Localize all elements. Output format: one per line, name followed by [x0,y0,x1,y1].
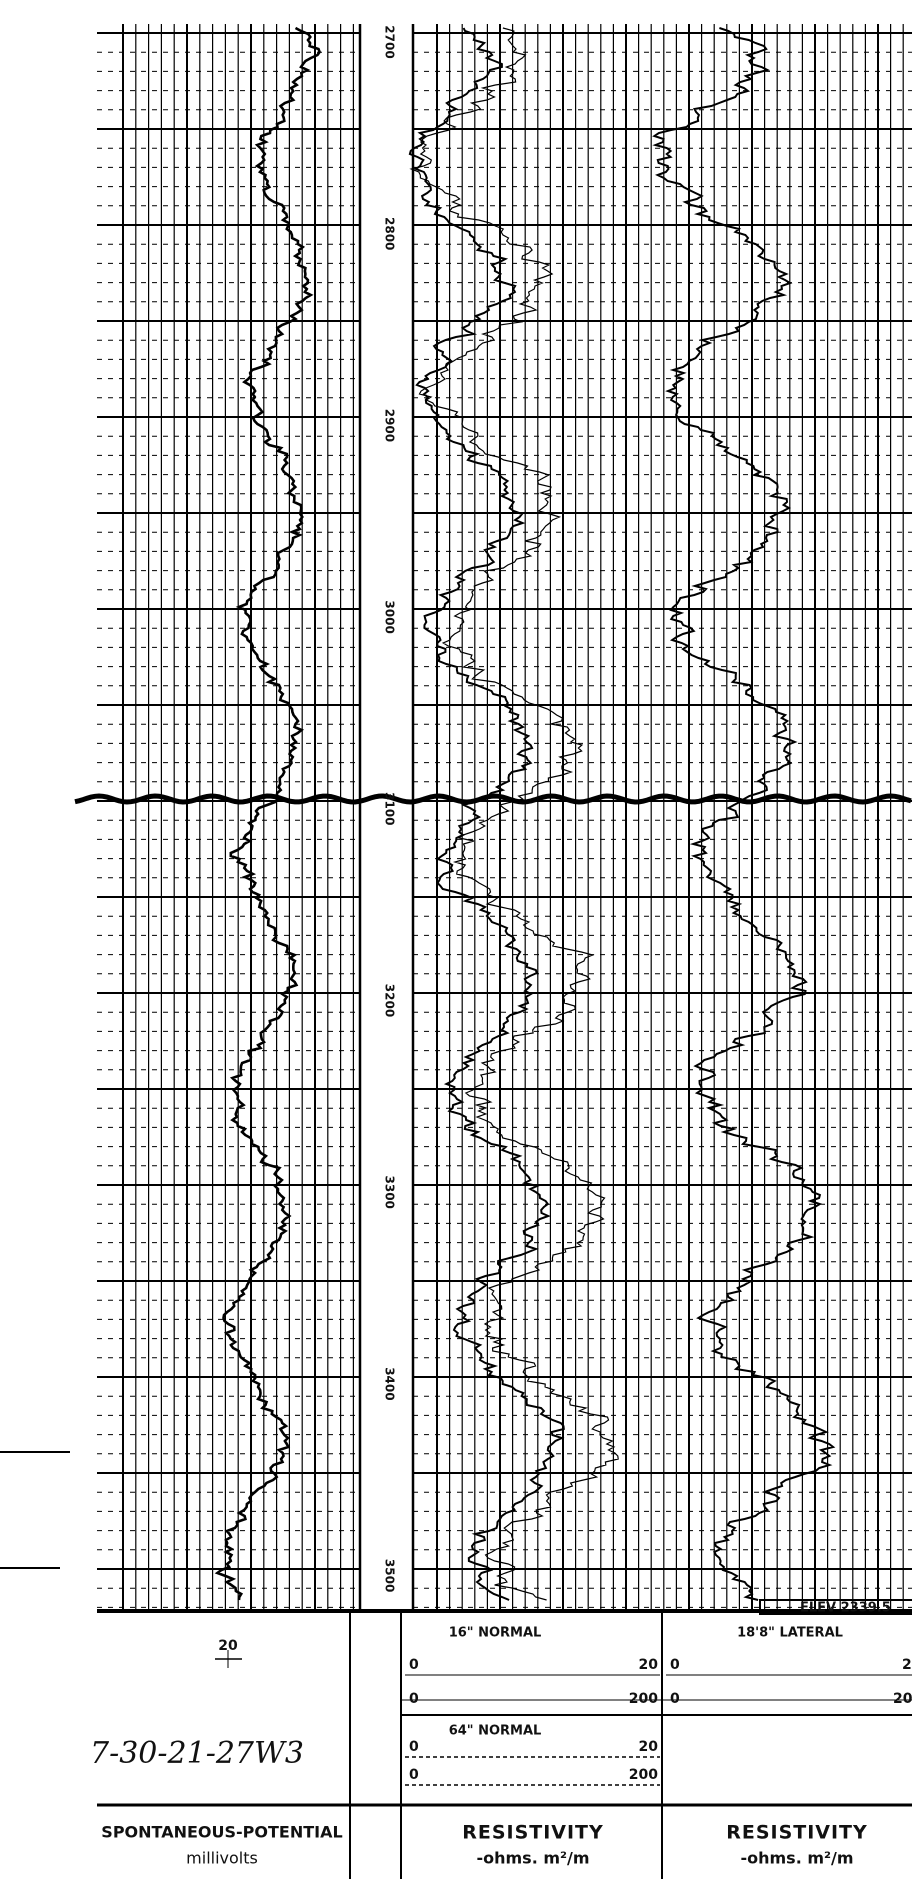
depth-labels: 2700 2800 2900 3000 3100 3200 3300 3400 3500 [383,25,397,1592]
track-title: RESISTIVITY [726,1822,868,1844]
depth-label: 2700 [383,25,397,58]
elevation: ELEV 2339.5 [800,1601,891,1616]
sp-scale: 20 [218,1638,238,1654]
scale-label: 0 [409,1691,419,1707]
log-curve [409,27,619,1601]
scale-label: 20 [639,1657,659,1673]
log-curve [408,27,565,1601]
track-unit: -ohms. m²/m [740,1849,853,1868]
scale-label: 20 [902,1657,912,1673]
depth-label: 3500 [383,1559,397,1592]
track-title: RESISTIVITY [462,1822,604,1844]
depth-label: 2900 [383,409,397,442]
scale-label: 200 [629,1691,658,1707]
depth-label: 3300 [383,1175,397,1208]
depth-label: 3400 [383,1367,397,1400]
depth-label: 3100 [383,792,397,825]
track-title: SPONTANEOUS-POTENTIAL [101,1823,342,1842]
well-id: 7-30-21-27W3 [90,1736,304,1771]
scale-label: 200 [893,1691,912,1707]
curves [214,26,836,1601]
depth-label: 2800 [383,217,397,250]
unconformity-line [74,793,912,805]
grid [97,24,912,1611]
scale-label: 0 [409,1767,419,1783]
scale-label: 0 [409,1657,419,1673]
scale-label: 200 [629,1767,658,1783]
curve-name: 18'8" LATERAL [737,1626,843,1641]
scale-label: 0 [670,1691,680,1707]
footer-frame [0,1451,912,1879]
scale-label: 0 [409,1739,419,1755]
log-curve [214,26,322,1601]
depth-label: 3000 [383,600,397,633]
curve-name: 64" NORMAL [449,1724,542,1739]
curve-name: 16" NORMAL [449,1626,542,1641]
depth-label: 3200 [383,984,397,1017]
scale-label: 20 [639,1739,659,1755]
scale-label: 0 [670,1657,680,1673]
log-curve [652,27,836,1601]
track-unit: millivolts [186,1849,258,1868]
track-unit: -ohms. m²/m [476,1849,589,1868]
